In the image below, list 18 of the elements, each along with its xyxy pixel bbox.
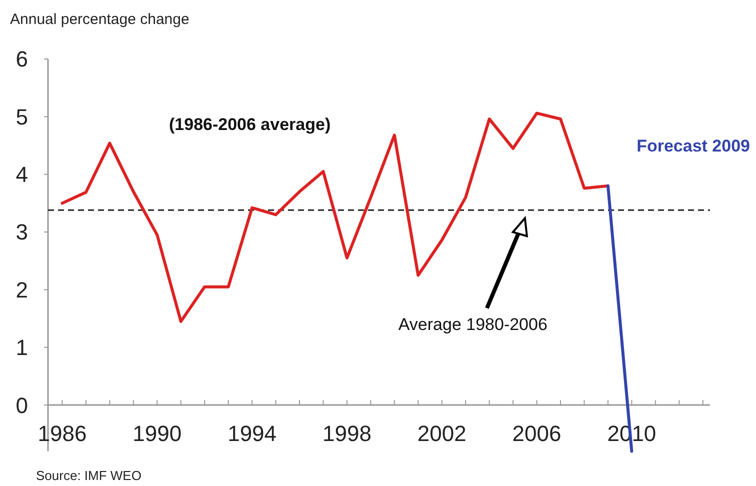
x-tick-label: 2002 [417, 421, 466, 446]
y-tick-label: 1 [16, 335, 28, 360]
y-axis-title: Annual percentage change [10, 11, 190, 28]
y-tick-label: 2 [16, 277, 28, 302]
x-tick-label: 1998 [322, 421, 372, 446]
y-tick-label: 3 [16, 220, 28, 245]
x-tick-label: 1986 [38, 421, 87, 446]
x-tick-label: 2006 [512, 421, 562, 446]
y-tick-label: 0 [16, 392, 28, 418]
x-tick-label: 1990 [132, 421, 182, 446]
y-tick-label: 5 [16, 104, 28, 130]
ref-line-label: (1986-2006 average) [169, 114, 331, 134]
x-tick-label: 1994 [228, 421, 277, 446]
annotation: Average 1980-2006 [398, 315, 548, 334]
text: Forecast 2009 [636, 136, 750, 156]
source-note: Source: IMF WEO [36, 468, 142, 483]
y-tick-label: 6 [16, 46, 28, 72]
y-tick-label: 4 [16, 162, 28, 188]
